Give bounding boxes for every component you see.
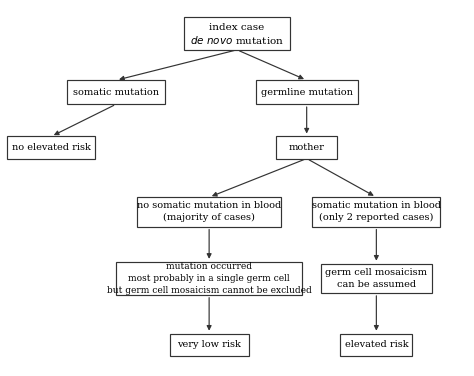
FancyBboxPatch shape (312, 197, 440, 227)
Text: no elevated risk: no elevated risk (12, 143, 91, 152)
FancyBboxPatch shape (340, 334, 412, 356)
Text: somatic mutation in blood
(only 2 reported cases): somatic mutation in blood (only 2 report… (312, 202, 441, 223)
FancyBboxPatch shape (255, 80, 358, 104)
Text: germ cell mosaicism
can be assumed: germ cell mosaicism can be assumed (325, 268, 428, 289)
Text: mother: mother (289, 143, 325, 152)
Text: somatic mutation: somatic mutation (73, 88, 159, 97)
FancyBboxPatch shape (183, 17, 291, 50)
Text: very low risk: very low risk (177, 340, 241, 349)
Text: mutation occurred
most probably in a single germ cell
but germ cell mosaicism ca: mutation occurred most probably in a sin… (107, 262, 311, 294)
FancyBboxPatch shape (170, 334, 248, 356)
FancyBboxPatch shape (116, 262, 302, 295)
Text: index case: index case (210, 23, 264, 32)
FancyBboxPatch shape (67, 80, 165, 104)
FancyBboxPatch shape (137, 197, 281, 227)
Text: elevated risk: elevated risk (345, 340, 408, 349)
Text: germline mutation: germline mutation (261, 88, 353, 97)
FancyBboxPatch shape (7, 136, 95, 159)
Text: $\it{de\ novo}$ mutation: $\it{de\ novo}$ mutation (190, 34, 284, 46)
FancyBboxPatch shape (276, 136, 337, 159)
FancyBboxPatch shape (320, 264, 432, 293)
Text: no somatic mutation in blood
(majority of cases): no somatic mutation in blood (majority o… (137, 202, 281, 223)
